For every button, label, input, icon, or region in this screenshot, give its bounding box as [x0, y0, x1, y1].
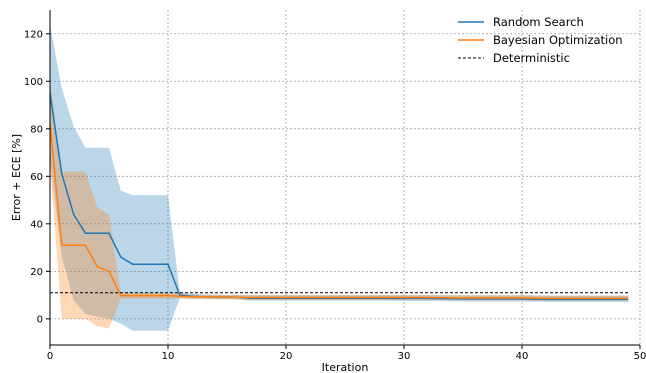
legend-label-1: Bayesian Optimization	[493, 33, 623, 47]
x-tick-label: 40	[516, 351, 529, 362]
legend-label-0: Random Search	[493, 15, 584, 29]
x-tick-label: 0	[47, 351, 53, 362]
x-axis-title: Iteration	[322, 361, 369, 373]
y-tick-label: 100	[24, 77, 43, 88]
x-tick-label: 20	[280, 351, 293, 362]
legend-label-deterministic: Deterministic	[493, 51, 570, 65]
y-tick-label: 0	[37, 314, 43, 325]
y-axis-title: Error + ECE [%]	[10, 134, 23, 221]
y-tick-label: 80	[30, 124, 43, 135]
series-line-1	[49, 123, 629, 300]
y-tick-label: 120	[24, 29, 43, 40]
y-tick-label: 20	[30, 267, 43, 278]
x-tick-label: 50	[634, 351, 646, 362]
y-tick-label: 60	[30, 172, 43, 183]
series-band-1	[50, 81, 629, 329]
series-band-0	[50, 24, 629, 331]
x-tick-label: 30	[398, 351, 411, 362]
y-tick-label: 40	[30, 219, 43, 230]
x-tick-label: 10	[162, 351, 175, 362]
